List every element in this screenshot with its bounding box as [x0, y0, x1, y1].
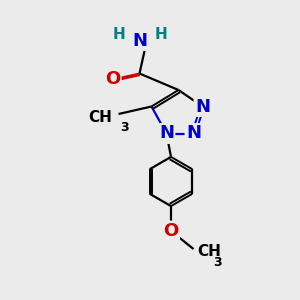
Text: H: H — [112, 27, 125, 42]
Text: N: N — [159, 124, 174, 142]
Text: O: O — [164, 222, 178, 240]
Text: CH: CH — [197, 244, 221, 259]
Text: H: H — [154, 27, 167, 42]
Text: N: N — [195, 98, 210, 116]
Text: CH: CH — [88, 110, 112, 125]
Text: N: N — [132, 32, 147, 50]
Text: O: O — [105, 70, 120, 88]
Text: 3: 3 — [213, 256, 222, 268]
Text: 3: 3 — [120, 121, 129, 134]
Text: N: N — [186, 124, 201, 142]
